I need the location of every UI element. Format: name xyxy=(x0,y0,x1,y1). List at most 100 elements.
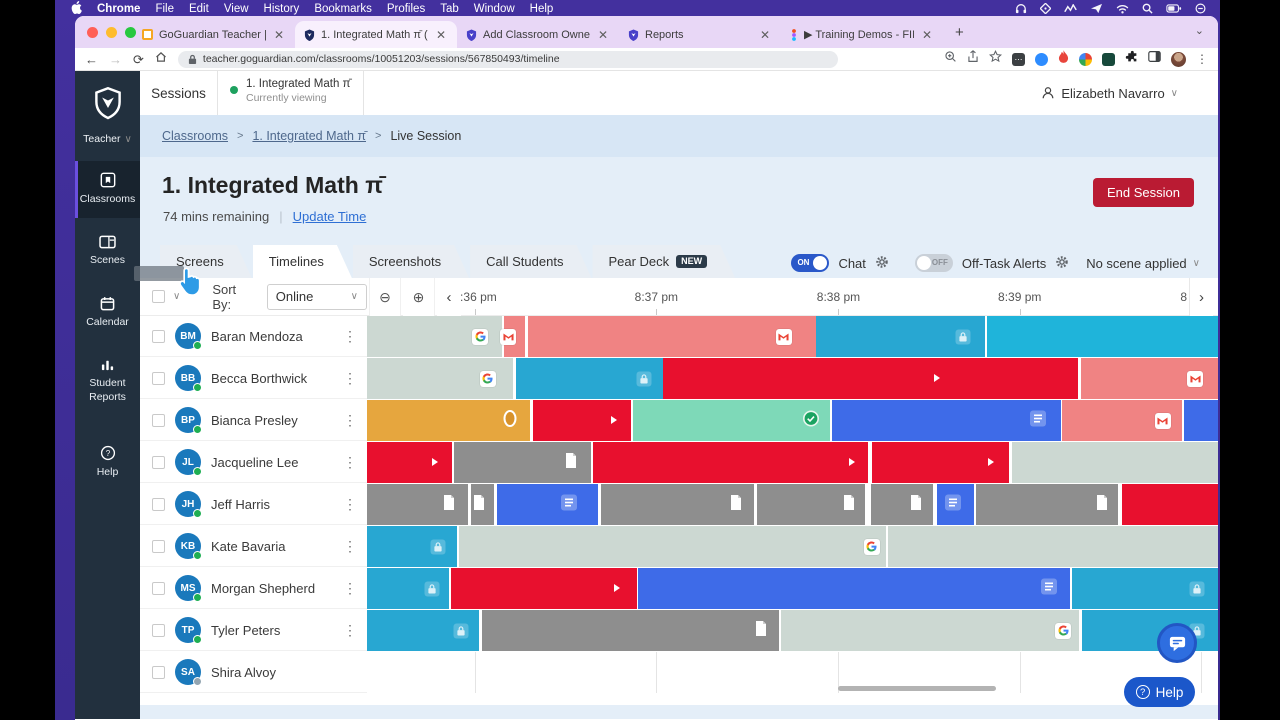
student-menu-icon[interactable]: ⋮ xyxy=(343,370,357,386)
scroll-right-button[interactable]: › xyxy=(1189,278,1213,316)
user-menu[interactable]: Elizabeth Navarro ∨ xyxy=(1041,71,1218,115)
shortcut-icon[interactable] xyxy=(1040,3,1051,14)
reload-button[interactable]: ⟳ xyxy=(133,51,144,67)
extension-chrome-icon[interactable] xyxy=(1079,52,1092,66)
bulk-select-chevron-icon[interactable]: ∨ xyxy=(173,291,181,302)
offtask-settings-gear-icon[interactable] xyxy=(1055,255,1069,272)
zoom-out-button[interactable]: ⊖ xyxy=(369,278,401,316)
timeline-segment[interactable] xyxy=(887,526,1218,567)
zoom-page-icon[interactable] xyxy=(944,50,957,68)
student-checkbox[interactable] xyxy=(152,665,165,679)
menu-item-help[interactable]: Help xyxy=(529,2,554,15)
student-timeline-track[interactable] xyxy=(367,442,1218,483)
student-checkbox[interactable] xyxy=(152,455,165,469)
student-checkbox[interactable] xyxy=(152,581,165,595)
timeline-segment[interactable] xyxy=(870,484,933,525)
activity-icon[interactable] xyxy=(1064,4,1077,13)
battery-icon[interactable] xyxy=(1166,4,1182,13)
extension-flame-icon[interactable] xyxy=(1058,50,1069,68)
student-menu-icon[interactable]: ⋮ xyxy=(343,580,357,596)
student-checkbox[interactable] xyxy=(152,413,165,427)
timeline-segment[interactable] xyxy=(976,484,1119,525)
browser-tab-3[interactable]: Reports ✕ xyxy=(619,21,781,48)
active-session-tab[interactable]: 1. Integrated Math π̄ Currently viewing xyxy=(218,71,364,115)
timeline-segment[interactable] xyxy=(367,442,453,483)
timeline-segment[interactable] xyxy=(1121,484,1218,525)
horizontal-scrollbar[interactable] xyxy=(838,686,996,691)
student-menu-icon[interactable]: ⋮ xyxy=(343,412,357,428)
student-timeline-track[interactable] xyxy=(367,400,1218,441)
end-session-button[interactable]: End Session xyxy=(1093,178,1194,207)
select-all-checkbox[interactable] xyxy=(152,290,165,303)
profile-avatar[interactable] xyxy=(1171,51,1186,67)
student-menu-icon[interactable]: ⋮ xyxy=(343,622,357,638)
browser-tab-2[interactable]: Add Classroom Owners, Teach ✕ xyxy=(457,21,619,48)
student-checkbox[interactable] xyxy=(152,497,165,511)
timeline-segment[interactable] xyxy=(481,610,779,651)
home-button[interactable] xyxy=(155,50,167,68)
menu-item-window[interactable]: Window xyxy=(473,2,515,15)
timeline-segment[interactable] xyxy=(367,526,458,567)
menu-item-tab[interactable]: Tab xyxy=(440,2,459,15)
timeline-segment[interactable] xyxy=(1183,400,1218,441)
timeline-segment[interactable] xyxy=(367,400,531,441)
student-menu-icon[interactable]: ⋮ xyxy=(343,454,357,470)
extensions-puzzle-icon[interactable] xyxy=(1125,50,1138,68)
extension-green-icon[interactable] xyxy=(1102,52,1115,66)
timeline-segment[interactable] xyxy=(781,610,1080,651)
help-button[interactable]: ? Help xyxy=(1124,677,1195,707)
close-tab-icon[interactable]: ✕ xyxy=(597,27,608,42)
student-timeline-track[interactable] xyxy=(367,484,1218,525)
menu-item-file[interactable]: File xyxy=(155,2,174,15)
close-tab-icon[interactable]: ✕ xyxy=(759,27,770,42)
scene-dropdown[interactable]: No scene applied ∨ xyxy=(1086,256,1200,271)
sessions-tab[interactable]: Sessions xyxy=(140,71,218,115)
student-timeline-track[interactable] xyxy=(367,652,1218,693)
sidebar-item-calendar[interactable]: Calendar xyxy=(75,285,140,341)
headset-icon[interactable] xyxy=(1015,3,1027,14)
student-checkbox[interactable] xyxy=(152,539,165,553)
student-timeline-track[interactable] xyxy=(367,526,1218,567)
timeline-segment[interactable] xyxy=(593,442,869,483)
chat-toggle[interactable]: ON xyxy=(791,254,830,272)
student-checkbox[interactable] xyxy=(152,329,165,343)
back-button[interactable]: ← xyxy=(85,51,98,67)
extension-zoom-icon[interactable] xyxy=(1035,52,1048,66)
sidebar-item-classrooms[interactable]: Classrooms xyxy=(75,161,140,219)
timeline-segment[interactable] xyxy=(497,484,599,525)
timeline-segment[interactable] xyxy=(458,526,887,567)
timeline-segment[interactable] xyxy=(987,316,1218,357)
control-center-icon[interactable] xyxy=(1195,3,1206,14)
student-checkbox[interactable] xyxy=(152,623,165,637)
tab-search-chevron-icon[interactable]: ⌄ xyxy=(1194,25,1204,37)
sidebar-item-student-reports[interactable]: Student Reports xyxy=(75,347,140,415)
extension-meet-icon[interactable]: ⋯ xyxy=(1012,52,1025,66)
bookmark-star-icon[interactable] xyxy=(988,49,1003,68)
browser-tab-0[interactable]: GoGuardian Teacher | Compre ✕ xyxy=(133,21,295,48)
tab-timelines[interactable]: Timelines xyxy=(253,245,352,278)
chat-settings-gear-icon[interactable] xyxy=(875,255,889,272)
timeline-segment[interactable] xyxy=(816,316,985,357)
breadcrumb-link[interactable]: Classrooms xyxy=(162,129,228,143)
share-icon[interactable] xyxy=(967,50,979,68)
student-menu-icon[interactable]: ⋮ xyxy=(343,328,357,344)
timeline-segment[interactable] xyxy=(663,358,1079,399)
student-timeline-track[interactable] xyxy=(367,568,1218,609)
menu-item-bookmarks[interactable]: Bookmarks xyxy=(314,2,372,15)
browser-tab-4[interactable]: ▶ Training Demos - FINAL - Tr ✕ xyxy=(781,21,943,48)
timeline-segment[interactable] xyxy=(831,400,1061,441)
send-icon[interactable] xyxy=(1090,3,1103,14)
wifi-icon[interactable] xyxy=(1116,4,1129,14)
sidebar-item-scenes[interactable]: Scenes xyxy=(75,224,140,279)
sidebar-item-help[interactable]: ? Help xyxy=(75,434,140,491)
apple-menu-icon[interactable] xyxy=(71,0,82,17)
forward-button[interactable]: → xyxy=(109,51,122,67)
student-timeline-track[interactable] xyxy=(367,358,1218,399)
close-window-button[interactable] xyxy=(87,27,98,38)
browser-tab-1[interactable]: 1. Integrated Math π̄ (74m) ✕ xyxy=(295,21,457,48)
student-timeline-track[interactable] xyxy=(367,610,1218,651)
timeline-segment[interactable] xyxy=(638,568,1070,609)
student-checkbox[interactable] xyxy=(152,371,165,385)
tab-screens[interactable]: Screens xyxy=(160,245,252,278)
tab-pear-deck[interactable]: Pear Deck NEW xyxy=(592,245,735,278)
